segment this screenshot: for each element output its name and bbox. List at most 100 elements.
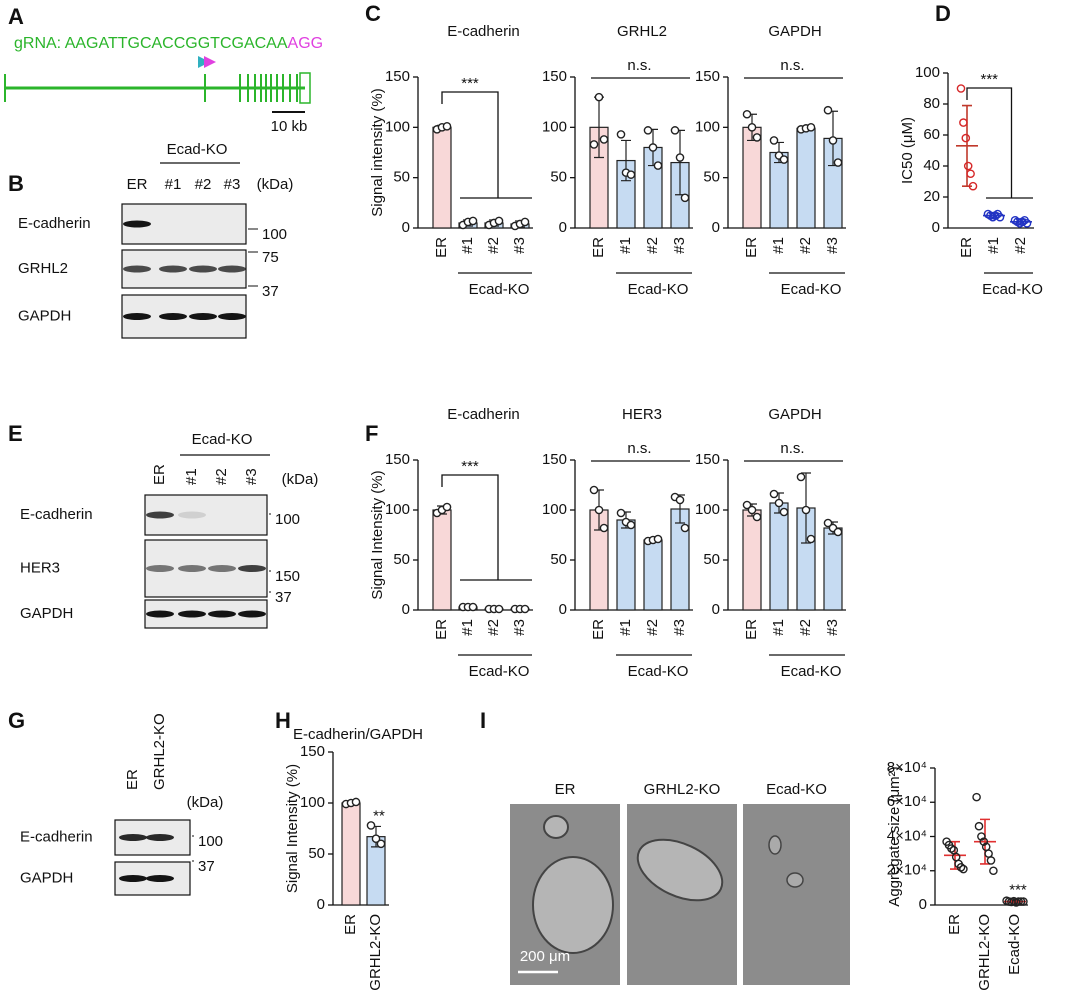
- micrograph: [743, 804, 850, 985]
- data-point: [442, 502, 452, 512]
- sig-label: ***: [461, 75, 479, 92]
- x-tick-label: #3: [824, 619, 841, 636]
- bar: [823, 527, 843, 611]
- data-point: [833, 527, 843, 537]
- arrow-magenta: [204, 56, 216, 68]
- row-label: E-cadherin: [18, 215, 91, 232]
- data-point: [742, 109, 752, 119]
- lane-label: #1: [183, 468, 200, 485]
- y-tick-label: 0: [712, 601, 720, 618]
- data-point: [963, 161, 973, 171]
- data-point: [961, 133, 971, 143]
- data-point: [626, 170, 636, 179]
- data-point: [599, 135, 609, 144]
- data-point: [742, 500, 752, 510]
- data-point: [468, 216, 478, 226]
- data-point: [779, 507, 789, 517]
- panel-label: E: [8, 421, 23, 446]
- y-tick-label: 150: [300, 743, 325, 760]
- grna-sequence: gRNA: AAGATTGCACCGGTCGACAA: [14, 35, 288, 52]
- group-label: Ecad-KO: [781, 663, 842, 680]
- data-point: [974, 821, 984, 831]
- data-point: [828, 136, 838, 145]
- data-point: [1022, 219, 1032, 228]
- bar: [769, 151, 789, 229]
- marker-label: 37: [198, 858, 215, 875]
- band: [218, 265, 246, 273]
- sig-label: ***: [980, 71, 998, 88]
- data-point: [675, 495, 685, 505]
- data-point: [823, 518, 833, 528]
- x-tick-label: #1: [770, 619, 787, 636]
- data-point: [680, 523, 690, 533]
- x-tick-label: #3: [671, 237, 688, 254]
- data-point: [956, 84, 966, 93]
- marker-label: 100: [262, 226, 287, 243]
- y-tick-label: 100: [695, 118, 720, 135]
- marker-label: 100: [198, 833, 223, 850]
- data-point: [796, 472, 806, 482]
- data-point: [1016, 897, 1026, 906]
- y-tick-label: 0: [317, 896, 325, 913]
- data-point: [947, 844, 956, 853]
- band: [119, 875, 147, 882]
- panel-label: C: [365, 1, 381, 26]
- aggregate: [636, 838, 724, 902]
- band: [146, 565, 174, 572]
- data-point: [823, 105, 833, 115]
- y-tick-label: 0: [559, 219, 567, 236]
- scale-label: 10 kb: [271, 118, 308, 135]
- data-point: [653, 161, 663, 170]
- y-tick-label: 8×10⁴: [887, 759, 927, 776]
- lane-label: #3: [224, 176, 241, 193]
- data-point: [959, 118, 968, 127]
- y-tick-label: 100: [385, 118, 410, 135]
- lane-label: ER: [127, 176, 148, 193]
- y-tick-label: 150: [695, 451, 720, 468]
- data-point: [769, 136, 779, 145]
- y-tick-label: 100: [300, 794, 325, 811]
- y-tick-label: 4×10⁴: [887, 827, 927, 844]
- band: [123, 265, 151, 273]
- data-point: [648, 143, 658, 152]
- group-label: Ecad-KO: [469, 663, 530, 680]
- data-point: [468, 602, 478, 612]
- data-point: [986, 856, 996, 865]
- chart-title: E-cadherin: [447, 23, 520, 40]
- y-tick-label: 100: [385, 501, 410, 518]
- sig-label: n.s.: [627, 57, 651, 74]
- aggregate: [786, 872, 804, 888]
- marker-label: 150: [275, 568, 300, 585]
- y-tick-label: 80: [923, 95, 940, 112]
- y-tick-label: 150: [542, 68, 567, 85]
- band: [208, 565, 236, 572]
- data-point: [806, 534, 816, 544]
- marker-label: 37: [262, 283, 279, 300]
- bar: [616, 519, 636, 611]
- x-tick-label: ER: [433, 619, 450, 640]
- data-point: [951, 852, 961, 862]
- chart-title: E-cadherin/GAPDH: [293, 726, 423, 743]
- band: [208, 610, 236, 618]
- data-point: [977, 832, 986, 841]
- data-point: [801, 505, 811, 515]
- x-tick-label: ER: [743, 237, 760, 258]
- x-tick-label: #1: [459, 619, 476, 636]
- band: [146, 610, 174, 618]
- y-tick-label: 0: [402, 601, 410, 618]
- data-point: [995, 212, 1005, 222]
- image-label: GRHL2-KO: [644, 781, 721, 798]
- row-label: GAPDH: [18, 307, 71, 324]
- y-tick-label: 150: [695, 68, 720, 85]
- x-tick-label: #2: [797, 619, 814, 636]
- data-point: [959, 864, 968, 874]
- data-point: [956, 863, 966, 872]
- x-tick-label: #3: [671, 619, 688, 636]
- y-tick-label: 6×10⁴: [887, 793, 927, 810]
- data-point: [366, 821, 376, 830]
- y-tick-label: 50: [393, 551, 410, 568]
- panel-label: I: [480, 708, 486, 733]
- x-tick-label: ER: [946, 914, 963, 935]
- row-label: GRHL2: [18, 260, 68, 277]
